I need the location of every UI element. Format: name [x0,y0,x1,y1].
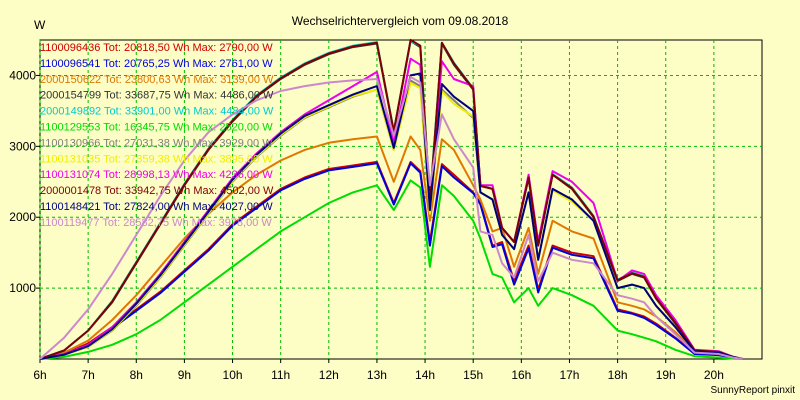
x-tick-label: 20h [704,368,724,382]
x-tick-label: 15h [463,368,483,382]
plot-area [39,38,763,360]
series-line-10 [39,72,743,360]
x-tick-label: 16h [511,368,531,382]
x-tick-label: 11h [271,368,290,382]
x-axis-ticks: 6h 7h 8h 9h 10h 11h 12h 13h 14h 15h 16h 17h 18h 19h 20… [33,359,724,382]
legend-entry: 2000154799 Tot: 33687,75 Wh Max: 4486,00… [40,90,274,102]
series-line-5 [39,179,743,360]
x-tick-label: 12h [319,368,339,382]
series-line-11 [39,76,743,360]
series-line-9 [39,38,743,360]
series-line-1 [39,162,743,360]
legend-entry: 1100148421 Tot: 27824,00 Wh Max: 4027,00… [40,201,273,213]
y-axis-label: W [34,18,46,32]
y-tick-label: 3000 [9,139,36,153]
y-tick-label: 2000 [9,210,36,224]
series-lines [39,38,743,360]
x-tick-label: 13h [367,368,387,382]
x-tick-label: 19h [656,368,676,382]
legend-entry: 2000149892 Tot: 33901,00 Wh Max: 4484,00… [40,106,274,118]
x-tick-label: 18h [608,368,628,382]
legend-entry: 1100129553 Tot: 16345,75 Wh Max: 2520,00… [40,122,273,134]
x-tick-label: 6h [33,368,46,382]
legend-entry: 1100096541 Tot: 20765,25 Wh Max: 2761,00… [40,58,273,70]
y-axis-ticks: 1000 2000 3000 4000 [9,68,40,295]
x-tick-label: 8h [130,368,143,382]
legend-entry: 1100130966 Tot: 27031,38 Wh Max: 3929,00… [40,137,273,149]
legend: 1100096436 Tot: 20818,50 Wh Max: 2790,00… [40,42,274,229]
legend-entry: 1100131035 Tot: 27359,38 Wh Max: 3895,00… [40,153,273,165]
x-tick-label: 10h [223,368,243,382]
x-tick-label: 14h [415,368,435,382]
y-tick-label: 1000 [9,281,36,295]
chart-title: Wechselrichtervergleich vom 09.08.2018 [292,14,509,28]
x-tick-label: 17h [559,368,579,382]
legend-entry: 2000150622 Tot: 23800,63 Wh Max: 3139,00… [40,74,274,86]
plot-frame [39,39,763,360]
legend-entry: 1100119477 Tot: 28582,75 Wh Max: 3978,00… [40,217,272,229]
y-tick-label: 4000 [9,68,36,82]
footer-credit: SunnyReport pinxit [711,385,796,396]
legend-entry: 1100096436 Tot: 20818,50 Wh Max: 2790,00… [40,42,273,54]
x-tick-label: 9h [178,368,191,382]
legend-entry: 1100131074 Tot: 28998,13 Wh Max: 4236,00… [40,169,273,181]
x-tick-label: 7h [81,368,94,382]
legend-entry: 2000001478 Tot: 33942,75 Wh Max: 4502,00… [40,185,274,197]
